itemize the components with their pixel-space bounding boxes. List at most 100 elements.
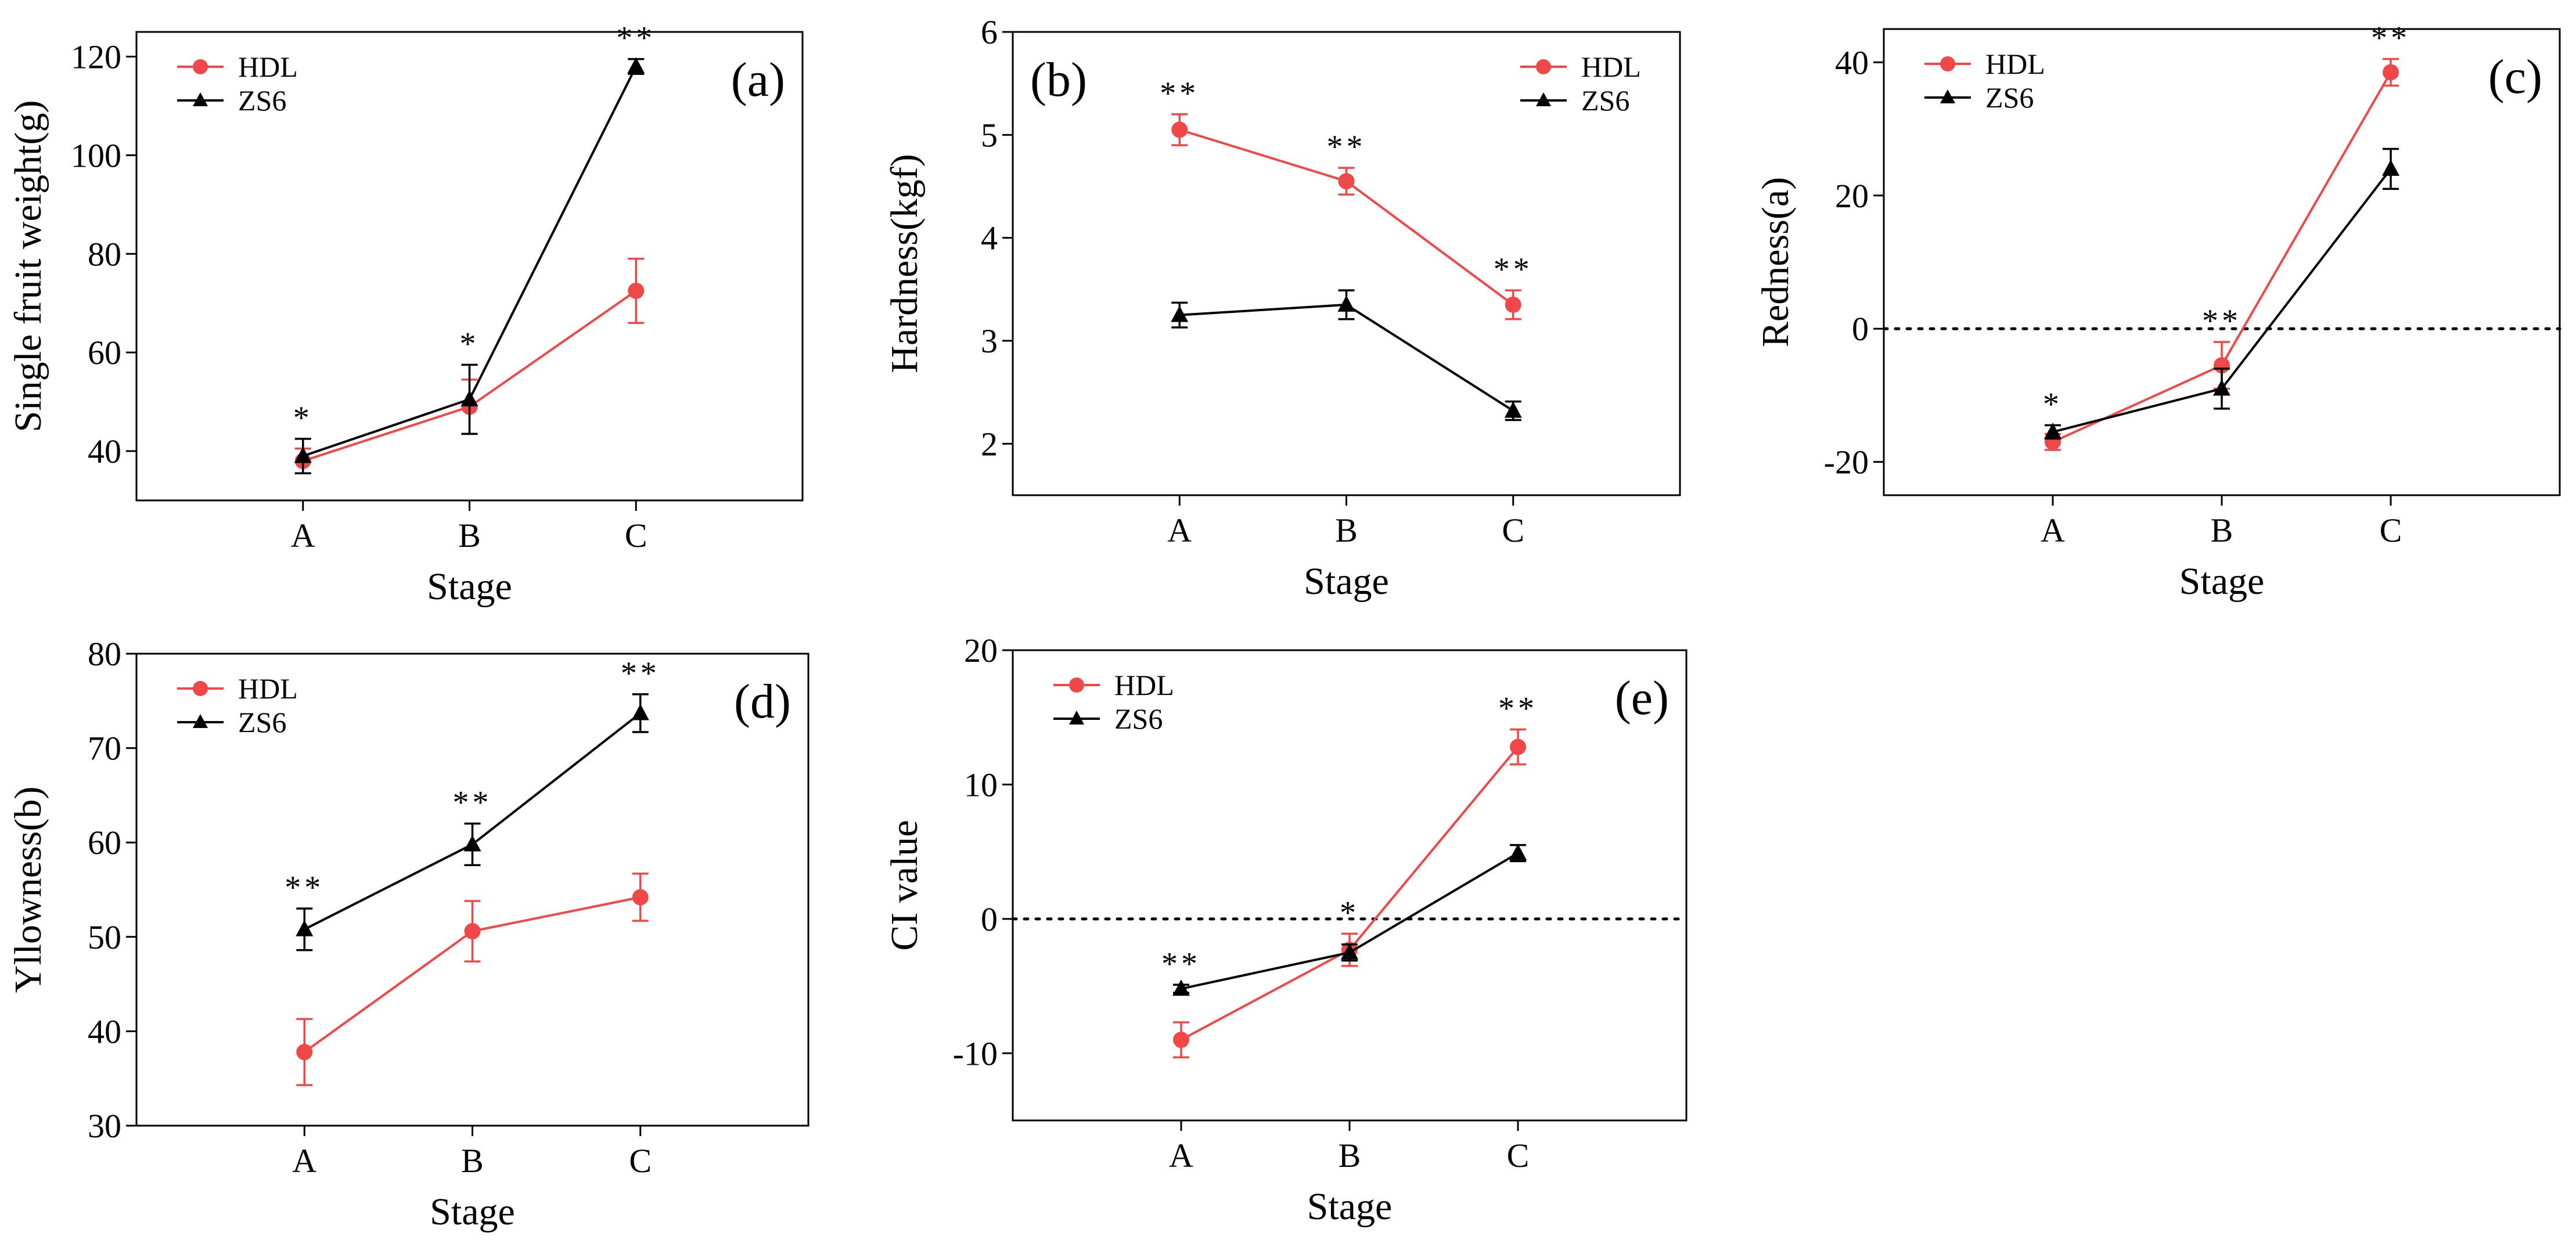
significance-label: **: [1161, 946, 1201, 982]
significance-label: *: [293, 400, 313, 436]
x-tick-label: B: [1335, 511, 1358, 549]
x-tick-label: A: [292, 1142, 316, 1180]
chart-panel-2: 2 3 4 5 6 A B C Stage Hardness(kgf) (b) ** ** ** HDLZS…: [883, 13, 1681, 603]
chart-panel-4: 30 40 50 60 70 80 A B C Stage Yllowness(b) (d) ** ** *…: [7, 635, 810, 1233]
series-hdl: [1173, 728, 1526, 1058]
panel-label: (e): [1615, 671, 1669, 725]
data-point: [463, 835, 481, 852]
data-point: [460, 390, 478, 406]
significance-label: **: [1498, 691, 1538, 727]
data-point: [1504, 401, 1522, 418]
y-tick-label: 2: [981, 425, 998, 463]
data-point: [1171, 121, 1188, 138]
data-point: [628, 282, 645, 299]
y-tick-label: 70: [88, 730, 121, 767]
series-line: [1179, 303, 1514, 412]
y-tick-label: 30: [88, 1107, 121, 1145]
legend-marker: [1536, 59, 1551, 74]
x-tick-label: C: [1502, 511, 1524, 549]
legend-marker: [193, 714, 208, 728]
data-point: [1172, 979, 1190, 996]
y-axis-title: Redness(a): [1754, 177, 1797, 347]
data-point: [2383, 64, 2399, 81]
data-point: [1171, 305, 1189, 322]
y-tick-label: 6: [981, 13, 998, 51]
x-axis-title: Stage: [2179, 560, 2265, 603]
y-axis-title: Hardness(kgf): [883, 154, 926, 373]
significance-label: **: [1160, 75, 1199, 111]
legend-label: HDL: [1114, 669, 1174, 701]
significance-label: *: [1340, 895, 1359, 931]
legend-marker: [1069, 711, 1084, 725]
series-zs6: [1171, 289, 1522, 421]
y-tick-label: 100: [71, 136, 121, 174]
data-point: [1509, 844, 1527, 860]
data-point: [1173, 1032, 1189, 1048]
y-tick-label: 0: [981, 900, 998, 938]
significance-label: *: [460, 326, 480, 362]
panel-label: (c): [2488, 50, 2542, 104]
legend-marker: [193, 92, 208, 106]
x-tick-label: C: [625, 517, 647, 554]
series-hdl: [1171, 113, 1521, 320]
significance-label: **: [2371, 20, 2410, 56]
panel-label: (a): [731, 53, 785, 107]
significance-label: **: [453, 785, 492, 821]
x-tick-label: C: [2380, 511, 2402, 549]
y-tick-label: 80: [88, 235, 121, 273]
series-line: [304, 712, 641, 931]
y-tick-label: 120: [71, 38, 121, 75]
x-tick-label: B: [1339, 1137, 1361, 1174]
legend-label: HDL: [238, 672, 298, 705]
y-axis-title: Single fruit weight(g): [7, 100, 49, 433]
data-point: [1338, 173, 1355, 190]
data-point: [1337, 295, 1355, 312]
plot-frame: [1012, 31, 1681, 496]
data-point: [632, 889, 649, 906]
y-tick-label: 10: [964, 766, 998, 803]
y-axis-title: CI value: [883, 820, 926, 950]
data-point: [631, 704, 649, 720]
y-tick-label: -10: [953, 1035, 998, 1072]
data-point: [296, 920, 314, 936]
y-tick-label: 60: [88, 824, 121, 862]
data-point: [2213, 379, 2230, 396]
y-tick-label: 60: [88, 334, 121, 372]
data-point: [1510, 738, 1526, 755]
significance-label: **: [2202, 303, 2242, 339]
data-point: [627, 57, 645, 74]
x-tick-label: B: [2211, 511, 2233, 549]
data-point: [2382, 159, 2399, 176]
y-tick-label: -20: [1824, 444, 1869, 481]
y-tick-label: 40: [1835, 44, 1869, 81]
data-point: [1505, 296, 1521, 313]
legend-marker: [193, 681, 208, 696]
legend-label: HDL: [1985, 48, 2045, 80]
significance-label: **: [1327, 129, 1366, 165]
legend-label: ZS6: [238, 706, 286, 738]
series-zs6: [294, 57, 645, 475]
x-tick-label: C: [629, 1142, 652, 1180]
x-tick-label: A: [291, 517, 315, 554]
data-point: [2044, 423, 2061, 439]
y-tick-label: 4: [981, 219, 998, 257]
significance-label: **: [285, 870, 324, 906]
series-zs6: [2044, 147, 2399, 440]
series-zs6: [296, 693, 649, 952]
data-point: [294, 446, 312, 463]
x-tick-label: B: [458, 517, 481, 554]
data-point: [464, 923, 481, 940]
significance-label: **: [616, 20, 656, 56]
legend-label: ZS6: [238, 84, 286, 117]
legend-label: HDL: [238, 51, 298, 83]
y-tick-label: 50: [88, 918, 121, 956]
legend-marker: [193, 59, 208, 74]
y-tick-label: 20: [1835, 177, 1869, 215]
chart-panel-1: 40 60 80 100 120 A B C Stage Single fruit weight(…: [7, 20, 804, 608]
